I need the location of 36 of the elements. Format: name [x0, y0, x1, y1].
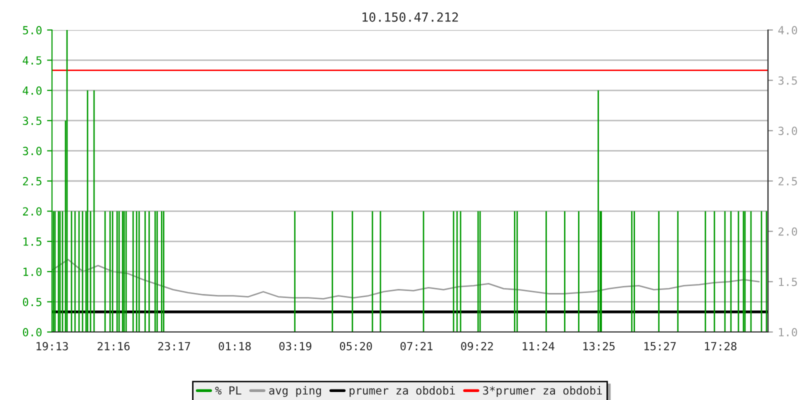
y2-tick-label: 1.5: [779, 278, 797, 286]
y-tick-label: 1.5: [24, 238, 42, 246]
y-tick-label: 3.5: [22, 116, 42, 126]
y-tick-label: 2.5: [23, 177, 42, 186]
y-tick-label: 1.0: [24, 268, 42, 276]
x-tick-label: 23:17: [158, 342, 190, 350]
y-tick-label: 0.0: [22, 328, 42, 336]
x-tick-label: 15:27: [644, 342, 676, 350]
y-tick-label: 4.0: [22, 86, 42, 95]
y-tick-label: 5.0: [22, 26, 42, 34]
x-tick-label: 11:24: [522, 342, 554, 350]
y2-tick-label: 4.0: [778, 26, 798, 34]
chart-title: 10.150.47.212: [362, 12, 458, 22]
y-tick-label: 2.0: [23, 207, 42, 216]
x-tick-label: 09:22: [461, 342, 493, 350]
legend-label: prumer za obdobi: [350, 386, 455, 397]
line-series: [52, 258, 760, 300]
x-tick-label: 21:16: [98, 342, 130, 350]
y2-tick-label: 3.5: [778, 76, 797, 85]
y-tick-label: 0.5: [22, 298, 42, 306]
x-tick-label: 17:28: [705, 342, 736, 350]
legend-label: avg ping: [269, 386, 321, 397]
y2-tick-label: 2.0: [778, 227, 798, 236]
legend-label: % PL: [215, 386, 242, 394]
y-tick-label: 4.5: [22, 56, 42, 65]
y2-tick-label: 2.5: [778, 177, 797, 186]
x-tick-label: 05:20: [340, 342, 372, 350]
x-tick-label: 19:13: [36, 342, 68, 350]
legend-label: 3*prumer za obdobi: [483, 386, 602, 397]
y2-tick-label: 1.0: [779, 328, 798, 336]
x-tick-label: 13:25: [583, 342, 615, 350]
y-tick-label: 3.0: [22, 146, 42, 156]
x-tick-label: 03:19: [279, 342, 312, 350]
x-tick-label: 07:21: [400, 342, 432, 350]
x-tick-label: 01:18: [218, 342, 251, 350]
y2-tick-label: 3.0: [778, 126, 798, 136]
